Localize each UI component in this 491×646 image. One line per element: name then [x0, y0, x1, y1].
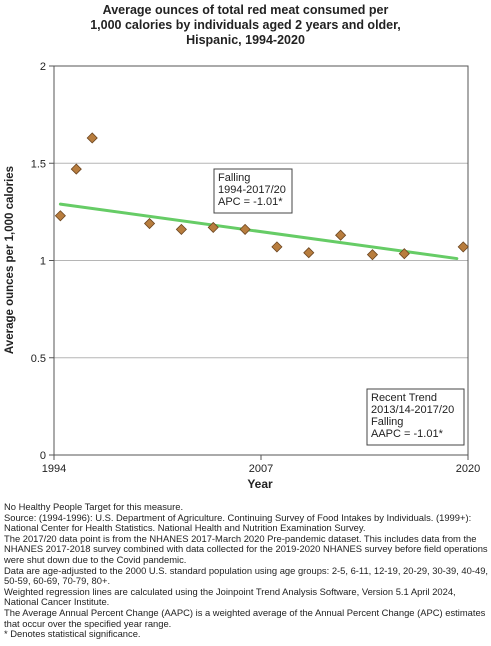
- data-point: [143, 217, 156, 230]
- annotation-line: APC = -1.01*: [218, 196, 283, 208]
- x-tick-label: 2007: [249, 463, 273, 475]
- y-axis-label: Average ounces per 1,000 calories: [4, 166, 16, 354]
- data-point: [335, 229, 347, 241]
- x-tick-label: 1994: [42, 463, 66, 475]
- note-line: The 2017/20 data point is from the NHANE…: [4, 532, 488, 565]
- gridlines: [54, 162, 468, 359]
- data-point: [207, 221, 219, 234]
- data-points: [54, 132, 469, 261]
- annotation-line: Recent Trend: [371, 392, 437, 404]
- note-line: No Healthy People Target for this measur…: [4, 501, 184, 512]
- y-tick-label: 0: [40, 450, 46, 462]
- y-tick-label: 2: [40, 61, 46, 73]
- annotation-box: [213, 168, 293, 214]
- annotation-line: 1994-2017/20: [218, 184, 286, 196]
- chart-title-line: Hispanic, 1994-2020: [186, 33, 305, 47]
- x-axis-ticks: 1994 2007 2020: [42, 455, 480, 475]
- annotation-line: Falling: [218, 172, 250, 184]
- note-line: Source: (1994-1996): U.S. Department of …: [4, 511, 472, 534]
- data-point: [239, 223, 251, 235]
- note-line: Data are age-adjusted to the 2000 U.S. s…: [4, 564, 489, 587]
- x-axis-label: Year: [247, 477, 273, 491]
- chart-plot: 00.511.52 1994 2007 2020 Falling1994-2017/…: [4, 61, 480, 491]
- chart-title-line: 1,000 calories by individuals aged 2 yea…: [90, 18, 401, 32]
- chart-notes: No Healthy People Target for this measur…: [4, 501, 489, 640]
- data-point: [366, 249, 379, 261]
- x-tick-label: 2020: [456, 463, 480, 475]
- note-line: * Denotes statistical significance.: [4, 628, 141, 640]
- data-point: [271, 241, 283, 253]
- y-tick-label: 1.5: [31, 158, 46, 170]
- data-point: [54, 210, 66, 222]
- y-tick-label: 0.5: [31, 353, 46, 365]
- chart-title: Average ounces of total red meat consume…: [0, 3, 491, 48]
- annotation-box: [366, 388, 465, 446]
- data-point: [398, 248, 410, 260]
- note-line: Weighted regression lines are calculated…: [4, 585, 456, 608]
- data-point: [70, 163, 82, 175]
- data-point: [175, 223, 187, 235]
- y-axis-ticks: 0 0.5 1 1.5 2: [31, 61, 54, 462]
- data-point: [303, 247, 315, 259]
- annotation-line: 2013/14-2017/20: [371, 404, 454, 416]
- y-tick-label: 1: [40, 256, 46, 268]
- chart-title-line: Average ounces of total red meat consume…: [102, 3, 389, 17]
- annotation-line: AAPC = -1.01*: [371, 428, 444, 440]
- trend-line: [58, 202, 459, 261]
- note-line: The Average Annual Percent Change (AAPC)…: [4, 606, 486, 629]
- data-point: [457, 241, 469, 253]
- trend-layer: [58, 202, 459, 261]
- data-point: [86, 132, 98, 144]
- annotation-line: Falling: [371, 416, 403, 428]
